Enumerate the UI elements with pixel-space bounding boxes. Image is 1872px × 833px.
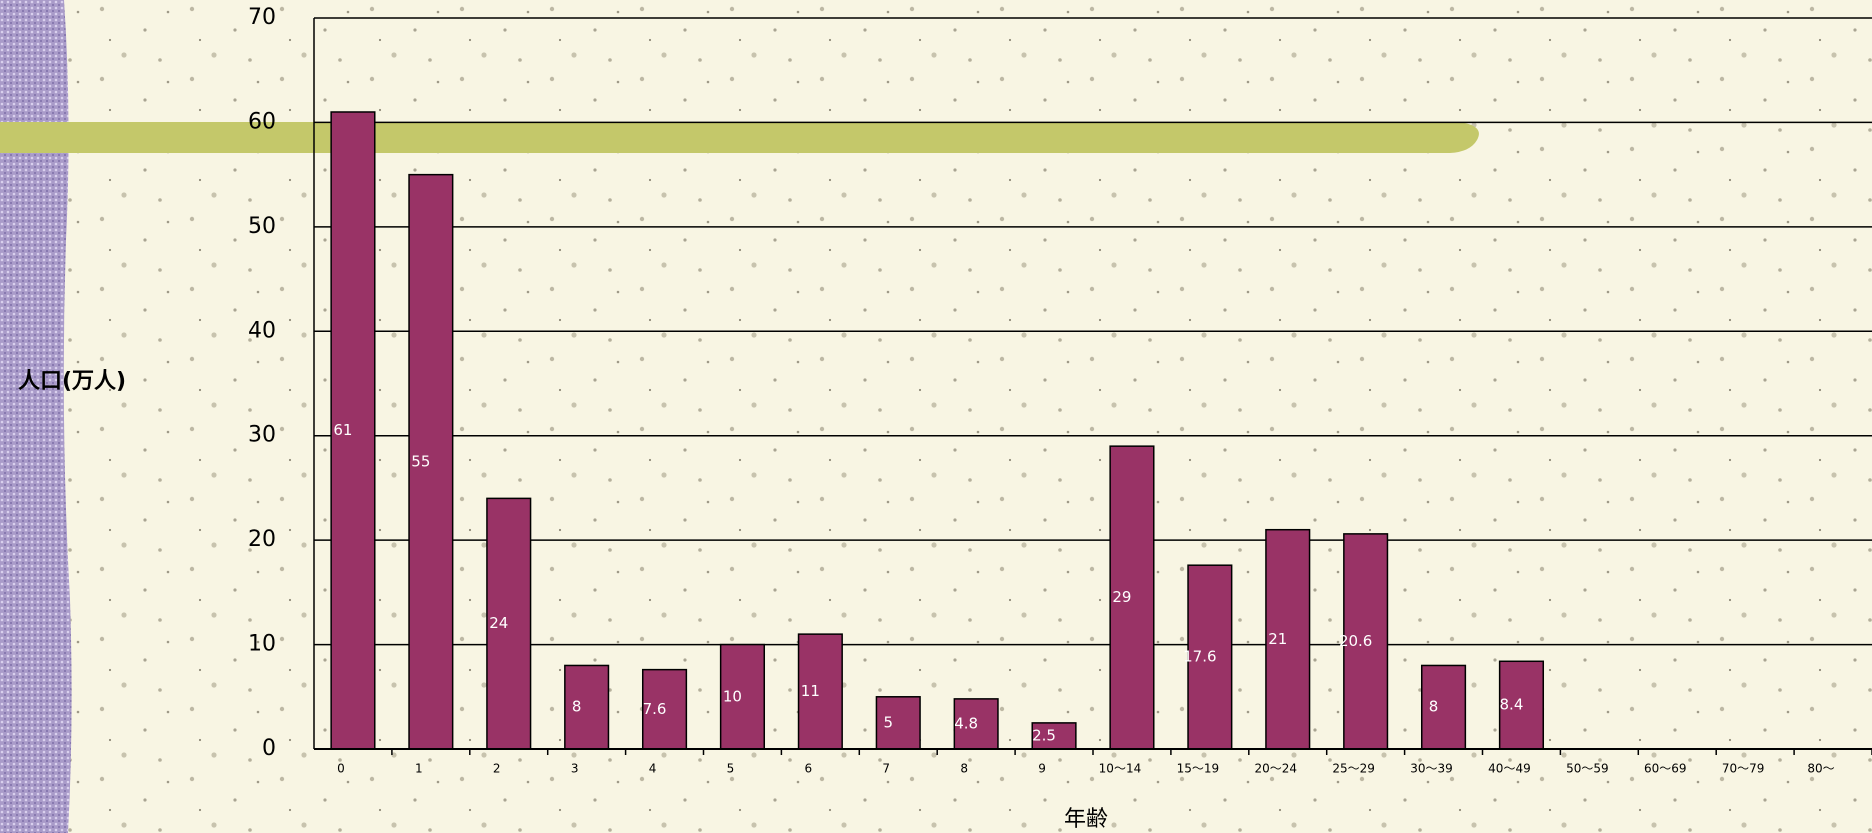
y-tick-label: 60 [248, 109, 276, 134]
bar [953, 698, 999, 750]
bar [1265, 528, 1311, 750]
bar [719, 643, 766, 750]
value-label: 4.8 [954, 714, 978, 732]
bar [486, 497, 532, 750]
x-tick-label: 60～69 [1644, 762, 1687, 776]
value-label: 2.5 [1032, 726, 1056, 744]
value-label: 7.6 [643, 700, 667, 718]
bar [1498, 660, 1545, 750]
x-tick-label: 4 [649, 762, 657, 776]
value-label: 55 [411, 452, 430, 470]
x-tick-label: 25～29 [1332, 762, 1375, 776]
value-label: 17.6 [1183, 648, 1216, 666]
x-tick-label: 2 [493, 762, 501, 776]
x-tick-label: 15～19 [1177, 762, 1220, 776]
x-tick-label: 9 [1038, 762, 1046, 776]
y-tick-label: 40 [248, 318, 276, 343]
y-tick-label: 30 [248, 423, 276, 448]
x-tick-label: 0 [337, 762, 345, 776]
bar [1031, 722, 1077, 750]
value-label: 24 [489, 614, 508, 632]
x-tick-label: 7 [882, 762, 890, 776]
bar [1343, 533, 1389, 750]
y-axis-label: 人口(万人) [18, 369, 126, 394]
value-label: 61 [333, 421, 352, 439]
y-tick-label: 10 [248, 632, 276, 657]
value-label: 11 [801, 682, 820, 700]
y-tick-label: 70 [248, 5, 276, 30]
bar [641, 668, 688, 750]
y-tick-label: 0 [262, 736, 276, 761]
value-label: 8.4 [1500, 696, 1524, 714]
x-tick-label: 5 [727, 762, 735, 776]
value-label: 21 [1268, 630, 1287, 648]
x-tick-label: 40～49 [1488, 762, 1531, 776]
value-label: 8 [572, 698, 582, 716]
bar [797, 633, 843, 750]
value-label: 20.6 [1339, 632, 1372, 650]
x-axis-label: 年齢 [1064, 807, 1108, 832]
bar [1109, 445, 1155, 750]
x-tick-label: 3 [571, 762, 579, 776]
x-tick-label: 50～59 [1566, 762, 1609, 776]
value-label: 10 [723, 687, 742, 705]
brush-stroke [0, 122, 1479, 153]
bar [330, 111, 376, 750]
x-tick-label: 8 [960, 762, 968, 776]
side-strip [0, 0, 72, 833]
x-tick-label: 10～14 [1099, 762, 1142, 776]
bar [408, 173, 454, 750]
x-tick-label: 20～24 [1254, 762, 1297, 776]
value-label: 29 [1112, 588, 1131, 606]
value-label: 8 [1429, 698, 1439, 716]
x-tick-label: 1 [415, 762, 423, 776]
y-tick-label: 20 [248, 527, 276, 552]
bar [1187, 564, 1233, 750]
value-label: 5 [883, 713, 893, 731]
y-tick-label: 50 [248, 214, 276, 239]
x-tick-label: 30～39 [1410, 762, 1453, 776]
x-tick-label: 80～ [1807, 762, 1834, 776]
x-tick-label: 70～79 [1722, 762, 1765, 776]
x-tick-label: 6 [805, 762, 813, 776]
